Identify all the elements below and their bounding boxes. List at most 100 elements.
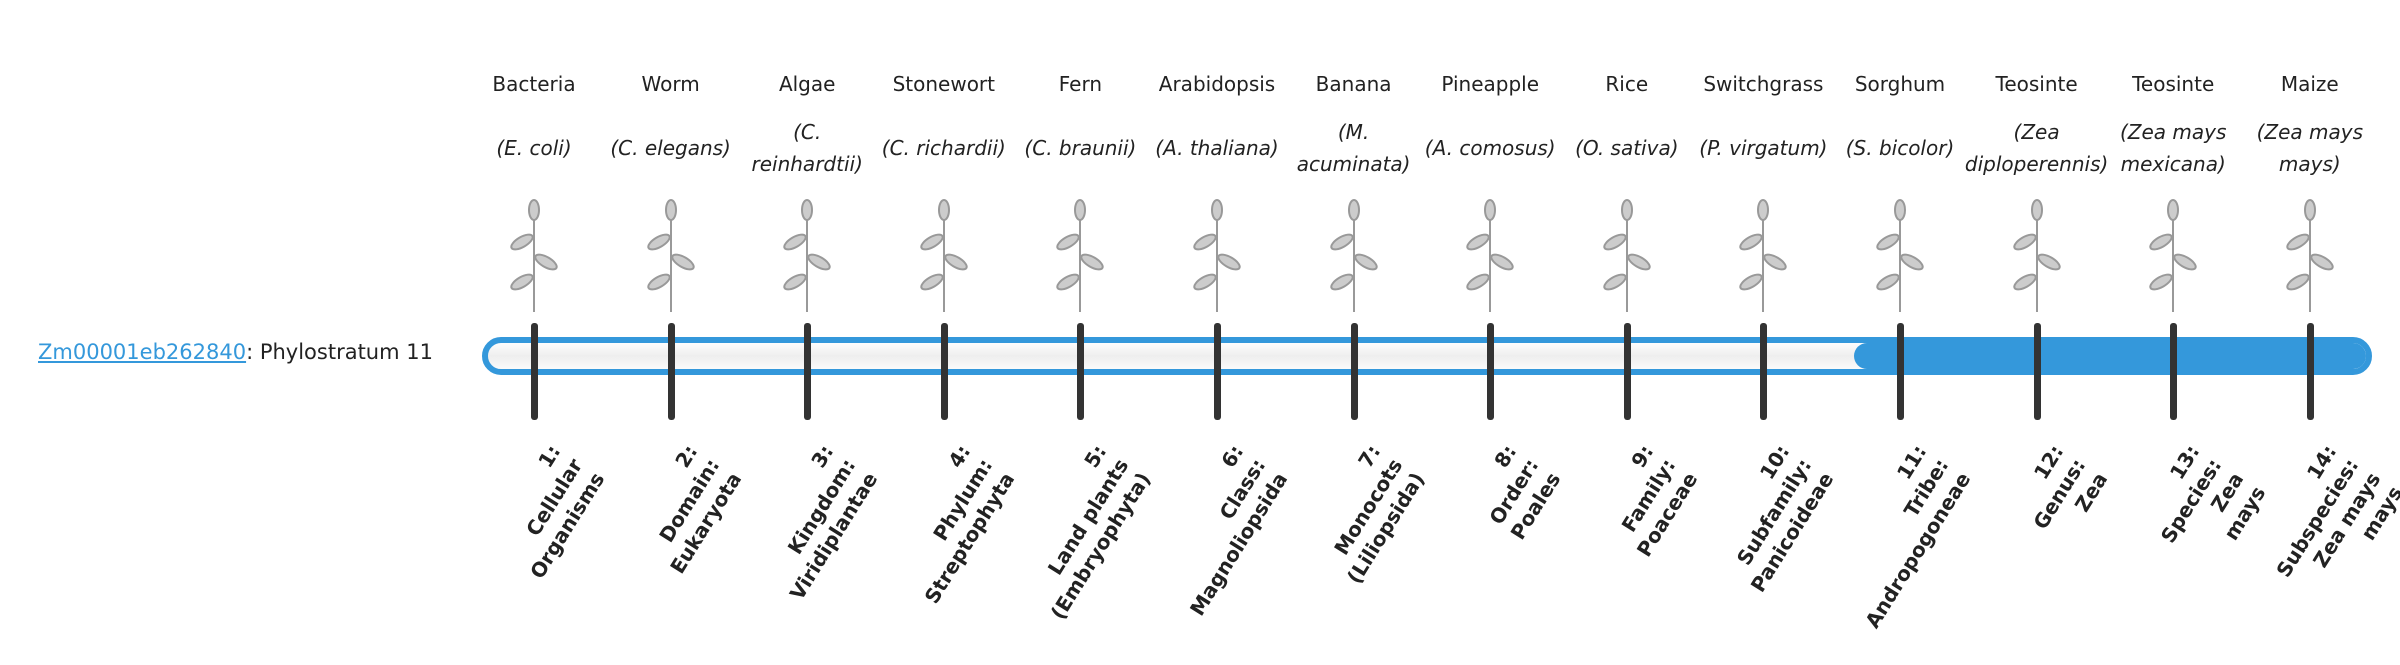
stratum-label: 5: Land plants (Embryophyta) xyxy=(1043,440,1156,624)
organism-column: Arabidopsis (A. thaliana) xyxy=(1149,64,1285,320)
worm-illustration xyxy=(646,199,695,312)
scientific-name-text: (C. reinhardtii) xyxy=(751,120,863,176)
organism-column: Pineapple (A. comosus) xyxy=(1422,64,1558,320)
stratum-label: 12: Genus: Zea xyxy=(2027,440,2112,534)
switchgrass-illustration xyxy=(1739,199,1788,312)
phylostratum-text: : Phylostratum 11 xyxy=(246,340,433,364)
stratum-label: 10: Subfamily: Panicoideae xyxy=(1732,440,1839,597)
organism-common-name: Rice xyxy=(1605,72,1649,96)
organism-common-name: Fern xyxy=(1058,72,1103,96)
organism-scientific-name: (A. thaliana) xyxy=(1149,104,1285,192)
stonewort-illustration xyxy=(920,199,968,312)
phylostratum-fill xyxy=(1854,343,2366,369)
stratum-tick xyxy=(2306,323,2314,420)
organism-common-name: Teosinte xyxy=(1995,72,2078,96)
stratum-label: 9: Family: Poaceae xyxy=(1616,440,1703,561)
organism-column: Rice (O. sativa) xyxy=(1559,64,1695,320)
organism-scientific-name: (M. acuminata) xyxy=(1286,104,1422,192)
organism-scientific-name: (C. braunii) xyxy=(1012,104,1148,192)
organism-column: Switchgrass (P. virgatum) xyxy=(1695,64,1831,320)
organism-common-name: Pineapple xyxy=(1441,72,1540,96)
stratum-tick xyxy=(531,323,538,420)
organism-scientific-name: (C. reinhardtii) xyxy=(739,104,875,192)
organism-common-name: Bacteria xyxy=(492,72,576,96)
organism-column: Teosinte (Zea diploperennis) xyxy=(1965,64,2108,320)
scientific-name-text: (Zea diploperennis) xyxy=(1964,120,2109,176)
organism-scientific-name: (P. virgatum) xyxy=(1695,104,1831,192)
organism-common-name: Arabidopsis xyxy=(1158,72,1276,96)
pineapple-illustration xyxy=(1466,199,1514,312)
organism-column: Banana (M. acuminata) xyxy=(1286,64,1422,320)
organism-column: Fern (C. braunii) xyxy=(1012,64,1148,320)
teosinte-illustration xyxy=(2149,199,2197,312)
organism-column: Algae (C. reinhardtii) xyxy=(739,64,875,320)
stratum-tick xyxy=(1623,323,1631,420)
stratum-tick xyxy=(667,323,675,420)
maize-illustration xyxy=(2286,199,2334,312)
organism-scientific-name: (E. coli) xyxy=(466,104,602,192)
stratum-tick xyxy=(1897,323,1904,420)
scientific-name-text: (S. bicolor) xyxy=(1845,136,1955,160)
stratum-tick xyxy=(940,323,948,420)
scientific-name-text: (Zea mays mays) xyxy=(2256,120,2363,176)
organism-common-name: Worm xyxy=(641,72,700,96)
stratum-label: 8: Order: Poales xyxy=(1484,440,1566,544)
fern-illustration xyxy=(1056,199,1105,312)
organism-column: Teosinte (Zea mays mexicana) xyxy=(2105,64,2241,320)
stratum-label: 1: Cellular Organisms xyxy=(521,440,610,583)
organism-scientific-name: (A. comosus) xyxy=(1422,104,1558,192)
stratum-label: 2: Domain: Eukaryota xyxy=(653,440,746,578)
stratum-tick xyxy=(1350,323,1358,420)
stratum-label: 4: Phylum: Streptophyta xyxy=(919,440,1020,608)
organism-scientific-name: (C. richardii) xyxy=(876,104,1012,192)
phylostratum-bar xyxy=(482,337,2372,375)
algae-illustration xyxy=(783,199,831,312)
rice-illustration xyxy=(1603,199,1651,312)
organism-column: Bacteria (E. coli) xyxy=(466,64,602,320)
organism-common-name: Algae xyxy=(778,72,836,96)
scientific-name-text: (P. virgatum) xyxy=(1699,136,1828,160)
scientific-name-text: (C. richardii) xyxy=(881,136,1006,160)
stratum-label: 6: Class: Magnoliopsida xyxy=(1185,440,1293,620)
organism-common-name: Switchgrass xyxy=(1703,72,1824,96)
organism-common-name: Teosinte xyxy=(2132,72,2215,96)
teosinte-illustration xyxy=(2012,199,2061,312)
stratum-label: 13: Species: Zea mays xyxy=(2156,440,2271,548)
stratum-tick xyxy=(1077,323,1085,420)
gene-id-link[interactable]: Zm00001eb262840 xyxy=(38,340,247,364)
gene-label: Zm00001eb262840: Phylostratum 11 xyxy=(38,340,433,364)
scientific-name-text: (A. comosus) xyxy=(1424,136,1556,160)
stratum-tick xyxy=(1487,323,1495,420)
stratum-tick xyxy=(2033,323,2041,420)
stratum-tick xyxy=(1760,323,1768,420)
scientific-name-text: (C. elegans) xyxy=(610,136,731,160)
organism-scientific-name: (Zea diploperennis) xyxy=(1965,104,2108,192)
organism-scientific-name: (S. bicolor) xyxy=(1832,104,1968,192)
stratum-label: 11: Tribe: Andropogoneae xyxy=(1860,440,1976,633)
organism-scientific-name: (C. elegans) xyxy=(603,104,739,192)
bacteria-illustration xyxy=(510,199,558,312)
arabidopsis-illustration xyxy=(1193,199,1241,312)
organism-common-name: Maize xyxy=(2280,72,2339,96)
organism-column: Maize (Zea mays mays) xyxy=(2242,64,2378,320)
stratum-label: 7: Monocots (Liliopsida) xyxy=(1328,440,1429,588)
organism-common-name: Sorghum xyxy=(1854,72,1946,96)
organism-common-name: Banana xyxy=(1315,72,1392,96)
stratum-label: 14: Subspecies: Zea mays mays xyxy=(2271,440,2400,582)
organism-common-name: Stonewort xyxy=(892,72,995,96)
organism-column: Worm (C. elegans) xyxy=(603,64,739,320)
stratum-tick xyxy=(1214,323,1221,420)
scientific-name-text: (O. sativa) xyxy=(1575,136,1679,160)
stratum-tick xyxy=(804,323,812,420)
scientific-name-text: (A. thaliana) xyxy=(1155,136,1279,160)
scientific-name-text: (C. braunii) xyxy=(1024,136,1137,160)
organism-scientific-name: (O. sativa) xyxy=(1559,104,1695,192)
organism-column: Stonewort (C. richardii) xyxy=(876,64,1012,320)
scientific-name-text: (Zea mays mexicana) xyxy=(2119,120,2227,176)
stratum-label: 3: Kingdom: Viridiplantae xyxy=(782,440,883,605)
sorghum-illustration xyxy=(1876,199,1924,312)
scientific-name-text: (M. acuminata) xyxy=(1296,120,1411,176)
organism-scientific-name: (Zea mays mexicana) xyxy=(2105,104,2241,192)
scientific-name-text: (E. coli) xyxy=(496,136,572,160)
stratum-tick xyxy=(2170,323,2178,420)
